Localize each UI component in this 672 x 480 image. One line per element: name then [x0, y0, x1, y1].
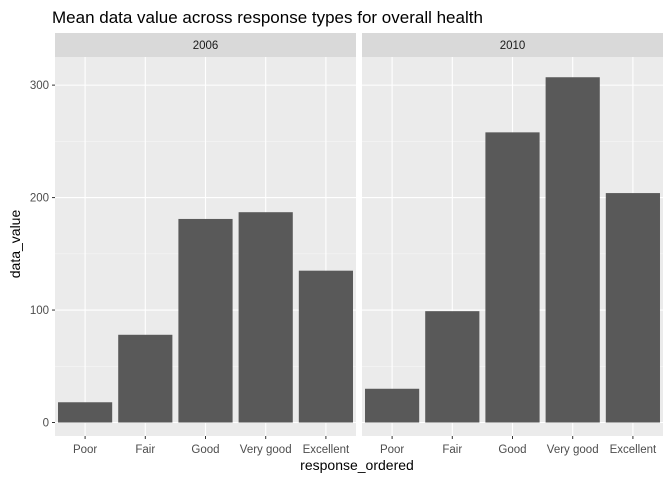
facet-strip-label-2006: 2006: [193, 40, 219, 52]
bar-2010-good: [485, 132, 540, 423]
x-tick-label-very-good: Very good: [240, 444, 292, 456]
bars-2010: [365, 77, 660, 423]
x-tick-label-fair: Fair: [442, 444, 462, 456]
x-tick-labels-2006: Poor Fair Good Very good Excellent: [73, 436, 350, 456]
x-tick-label-very-good: Very good: [547, 444, 599, 456]
x-tick-label-poor: Poor: [380, 444, 404, 456]
x-tick-label-good: Good: [191, 444, 219, 456]
y-tick-label-0: 0: [43, 418, 49, 430]
y-axis: 0 100 200 300: [30, 80, 55, 430]
y-tick-label-300: 300: [30, 80, 49, 92]
x-tick-label-excellent: Excellent: [303, 444, 350, 456]
facet-strip-2010: [362, 33, 663, 57]
facet-strip-label-2010: 2010: [500, 40, 526, 52]
facet-strip-2006: [55, 33, 356, 57]
facet-panel-2010: 2010 Poor Fair Good Very good Excellent: [362, 33, 663, 456]
x-tick-label-poor: Poor: [73, 444, 97, 456]
bar-2006-fair: [118, 334, 173, 423]
bar-2010-very-good: [545, 77, 600, 423]
y-tick-label-100: 100: [30, 305, 49, 317]
x-tick-label-excellent: Excellent: [610, 444, 657, 456]
bars-2006: [58, 212, 353, 423]
x-tick-labels-2010: Poor Fair Good Very good Excellent: [380, 436, 657, 456]
bar-2010-fair: [425, 311, 480, 423]
bar-2006-poor: [58, 402, 113, 423]
x-tick-label-good: Good: [498, 444, 526, 456]
bar-2006-excellent: [298, 270, 353, 423]
bar-2010-poor: [365, 388, 420, 423]
chart-title: Mean data value across response types fo…: [52, 8, 483, 27]
bar-2010-excellent: [605, 193, 660, 423]
facet-panel-2006: 2006 Poor Fair Good Very good Excellent: [55, 33, 356, 456]
bar-2006-very-good: [238, 212, 293, 423]
bar-2006-good: [178, 218, 233, 423]
y-axis-title: data_value: [7, 210, 23, 279]
x-tick-label-fair: Fair: [135, 444, 155, 456]
x-axis-title: response_ordered: [300, 457, 414, 473]
y-tick-label-200: 200: [30, 193, 49, 205]
